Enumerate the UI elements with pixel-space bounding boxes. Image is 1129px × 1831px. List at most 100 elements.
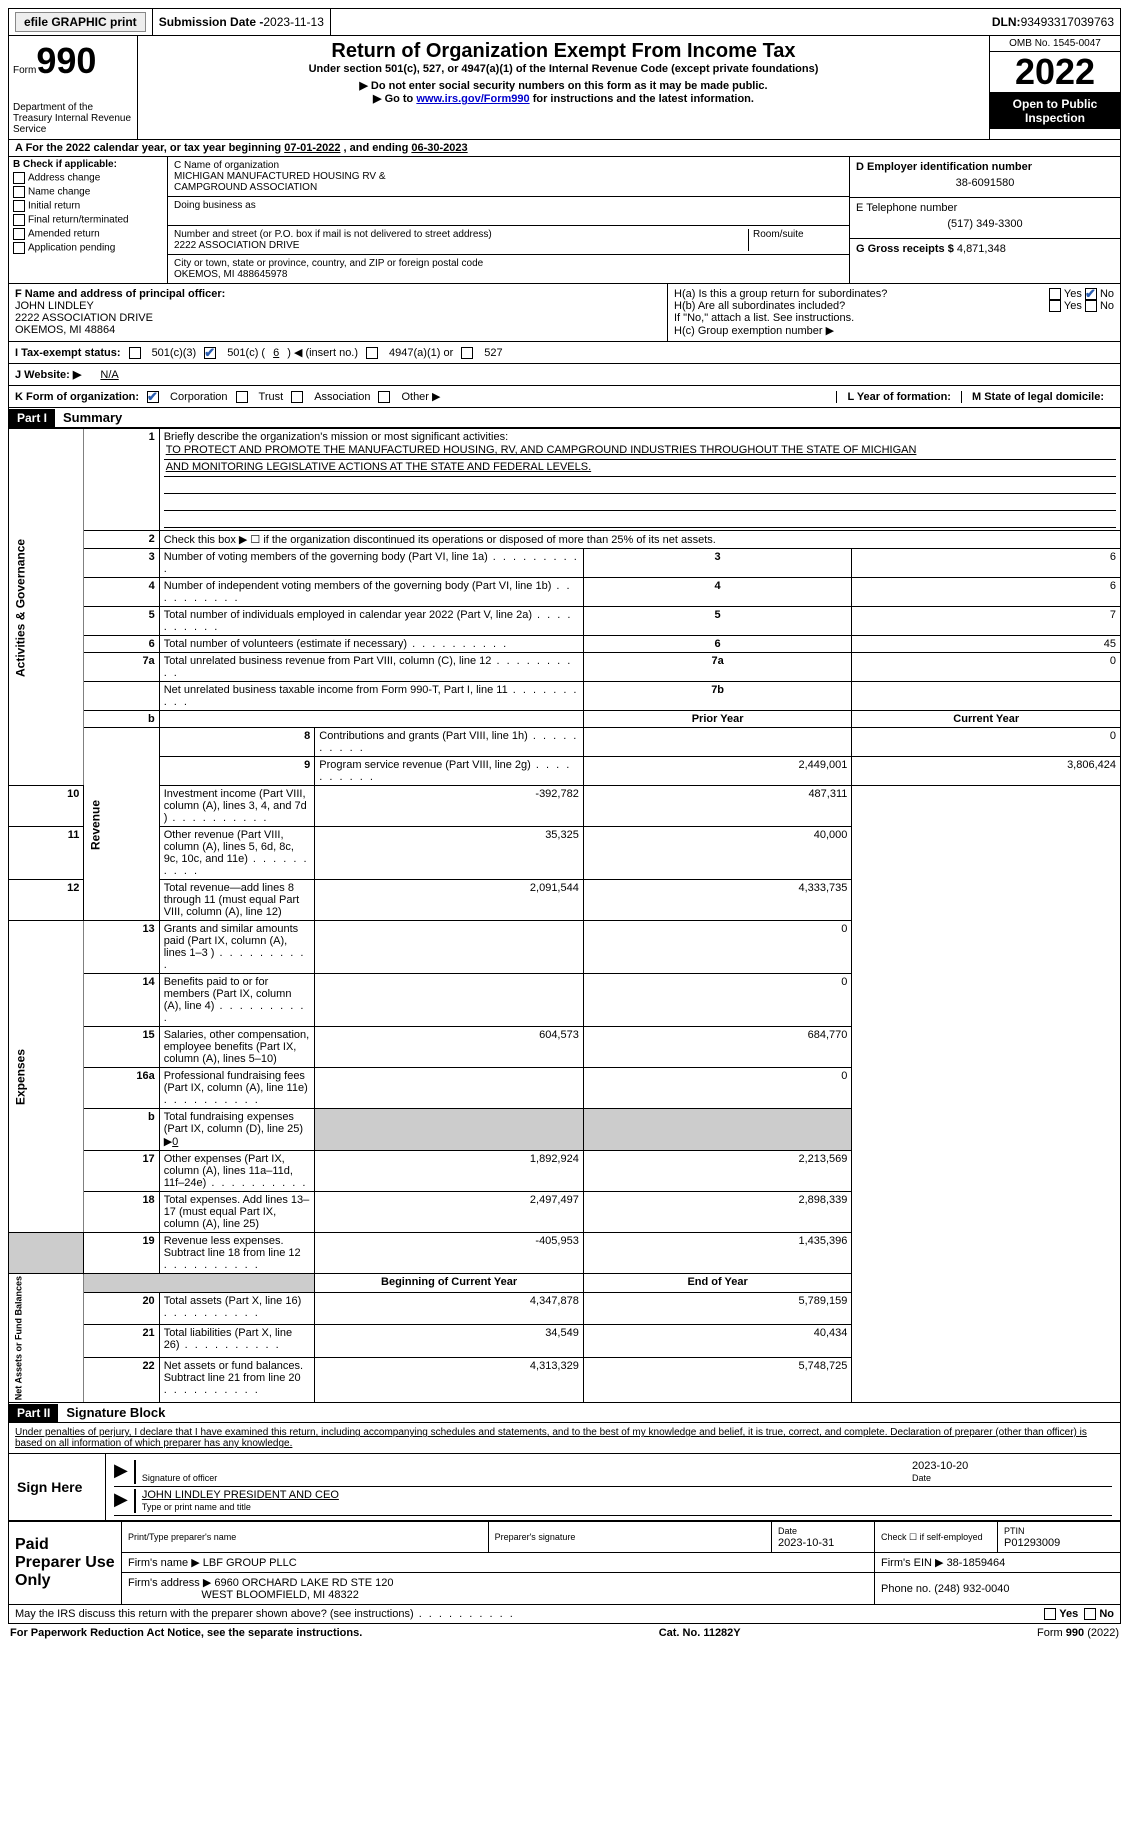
signature-block: Under penalties of perjury, I declare th… xyxy=(8,1423,1121,1521)
line-a: A For the 2022 calendar year, or tax yea… xyxy=(8,140,1121,157)
cb-501c3[interactable] xyxy=(129,347,141,359)
form-subtitle: Under section 501(c), 527, or 4947(a)(1)… xyxy=(142,63,985,75)
cb-hb-yes[interactable] xyxy=(1049,300,1061,312)
may-irs-discuss: May the IRS discuss this return with the… xyxy=(8,1605,1121,1624)
mission-line-1: TO PROTECT AND PROMOTE THE MANUFACTURED … xyxy=(164,443,1116,460)
cb-initial-return[interactable] xyxy=(13,200,25,212)
part2-bar: Part II Signature Block xyxy=(8,1403,1121,1423)
firm-addr2: WEST BLOOMFIELD, MI 48322 xyxy=(201,1589,359,1601)
dln: DLN: 93493317039763 xyxy=(986,9,1120,35)
cb-name-change[interactable] xyxy=(13,186,25,198)
val-5: 7 xyxy=(852,607,1121,636)
phone: (517) 349-3300 xyxy=(856,214,1114,234)
gross-receipts: 4,871,348 xyxy=(957,243,1006,255)
org-name-2: CAMPGROUND ASSOCIATION xyxy=(174,182,317,193)
cb-501c[interactable] xyxy=(204,347,216,359)
summary-table: Activities & Governance 1 Briefly descri… xyxy=(8,428,1121,1403)
sign-date: 2023-10-20 xyxy=(912,1460,968,1472)
val-6: 45 xyxy=(852,636,1121,653)
py-10: -392,782 xyxy=(315,786,584,827)
k-form-row: K Form of organization: Corporation Trus… xyxy=(8,386,1121,408)
cb-discuss-no[interactable] xyxy=(1084,1608,1096,1620)
ein: 38-6091580 xyxy=(856,173,1114,193)
cy-9: 3,806,424 xyxy=(852,757,1121,786)
box-h: H(a) Is this a group return for subordin… xyxy=(667,284,1120,341)
firm-ein: 38-1859464 xyxy=(947,1557,1006,1569)
cb-amended[interactable] xyxy=(13,228,25,240)
officer-name: JOHN LINDLEY xyxy=(15,300,94,312)
cy-18: 2,898,339 xyxy=(583,1192,852,1233)
py-20: 4,347,878 xyxy=(315,1292,584,1324)
cb-address-change[interactable] xyxy=(13,172,25,184)
irs-link[interactable]: www.irs.gov/Form990 xyxy=(416,93,529,105)
note-link: ▶ Go to www.irs.gov/Form990 for instruct… xyxy=(142,92,985,105)
cy-15: 684,770 xyxy=(583,1027,852,1068)
cy-19: 1,435,396 xyxy=(583,1233,852,1274)
signer-name: JOHN LINDLEY PRESIDENT AND CEO xyxy=(142,1489,339,1501)
form-number: 990 xyxy=(36,40,96,81)
tax-status-row: I Tax-exempt status: 501(c)(3) 501(c) (6… xyxy=(8,342,1121,364)
open-inspection: Open to Public Inspection xyxy=(990,93,1120,129)
vlabel-expenses: Expenses xyxy=(9,921,84,1233)
py-22: 4,313,329 xyxy=(315,1357,584,1403)
block-fh: F Name and address of principal officer:… xyxy=(8,284,1121,342)
py-9: 2,449,001 xyxy=(583,757,852,786)
info-block: B Check if applicable: Address change Na… xyxy=(8,157,1121,284)
c-number: 6 xyxy=(273,347,279,359)
py-15: 604,573 xyxy=(315,1027,584,1068)
cb-trust[interactable] xyxy=(236,391,248,403)
cb-hb-no[interactable] xyxy=(1085,300,1097,312)
val-3: 6 xyxy=(852,549,1121,578)
box-b: B Check if applicable: Address change Na… xyxy=(9,157,168,283)
cb-final-return[interactable] xyxy=(13,214,25,226)
org-city: OKEMOS, MI 488645978 xyxy=(174,269,287,280)
ptin: P01293009 xyxy=(1004,1537,1060,1549)
cy-20: 5,789,159 xyxy=(583,1292,852,1324)
arrow-icon: ▶ xyxy=(114,1460,128,1484)
cy-12: 4,333,735 xyxy=(583,880,852,921)
l-year: L Year of formation: xyxy=(836,391,961,403)
py-11: 35,325 xyxy=(315,827,584,880)
firm-phone: (248) 932-0040 xyxy=(934,1583,1009,1595)
paid-preparer-table: Paid Preparer Use Only Print/Type prepar… xyxy=(8,1521,1121,1605)
val-8: 0 xyxy=(852,728,1121,757)
val-7a: 0 xyxy=(852,653,1121,682)
val-4: 6 xyxy=(852,578,1121,607)
page-footer: For Paperwork Reduction Act Notice, see … xyxy=(8,1624,1121,1642)
cy-13: 0 xyxy=(583,921,852,974)
cy-22: 5,748,725 xyxy=(583,1357,852,1403)
form-header: Form990 Department of the Treasury Inter… xyxy=(8,36,1121,140)
cb-4947[interactable] xyxy=(366,347,378,359)
val-7b xyxy=(852,682,1121,711)
m-state: M State of legal domicile: xyxy=(961,391,1114,403)
cy-17: 2,213,569 xyxy=(583,1151,852,1192)
cb-527[interactable] xyxy=(461,347,473,359)
dept-treasury: Department of the Treasury Internal Reve… xyxy=(13,102,133,135)
submission-date: Submission Date - 2023-11-13 xyxy=(153,9,331,35)
firm-addr1: 6960 ORCHARD LAKE RD STE 120 xyxy=(214,1577,393,1589)
top-bar: efile GRAPHIC print Submission Date - 20… xyxy=(8,8,1121,36)
cy-21: 40,434 xyxy=(583,1325,852,1357)
cb-ha-no[interactable] xyxy=(1085,288,1097,300)
box-f: F Name and address of principal officer:… xyxy=(9,284,667,341)
cb-other[interactable] xyxy=(378,391,390,403)
box-deg: D Employer identification number38-60915… xyxy=(849,157,1120,283)
part1-bar: Part I Summary xyxy=(8,408,1121,428)
cb-assoc[interactable] xyxy=(291,391,303,403)
sign-here-label: Sign Here xyxy=(9,1454,106,1520)
box-c: C Name of organization MICHIGAN MANUFACT… xyxy=(168,157,849,283)
cb-pending[interactable] xyxy=(13,242,25,254)
mission-line-2: AND MONITORING LEGISLATIVE ACTIONS AT TH… xyxy=(164,460,1116,477)
h-note: If "No," attach a list. See instructions… xyxy=(674,312,1114,324)
cb-corp[interactable] xyxy=(147,391,159,403)
h-c: H(c) Group exemption number ▶ xyxy=(674,324,1114,337)
cy-14: 0 xyxy=(583,974,852,1027)
cb-discuss-yes[interactable] xyxy=(1044,1608,1056,1620)
website-row: J Website: ▶ N/A xyxy=(8,364,1121,386)
cb-ha-yes[interactable] xyxy=(1049,288,1061,300)
py-21: 34,549 xyxy=(315,1325,584,1357)
efile-print-button[interactable]: efile GRAPHIC print xyxy=(15,12,146,32)
firm-name: LBF GROUP PLLC xyxy=(203,1557,297,1569)
cy-10: 487,311 xyxy=(583,786,852,827)
val-16b: 0 xyxy=(172,1136,178,1148)
